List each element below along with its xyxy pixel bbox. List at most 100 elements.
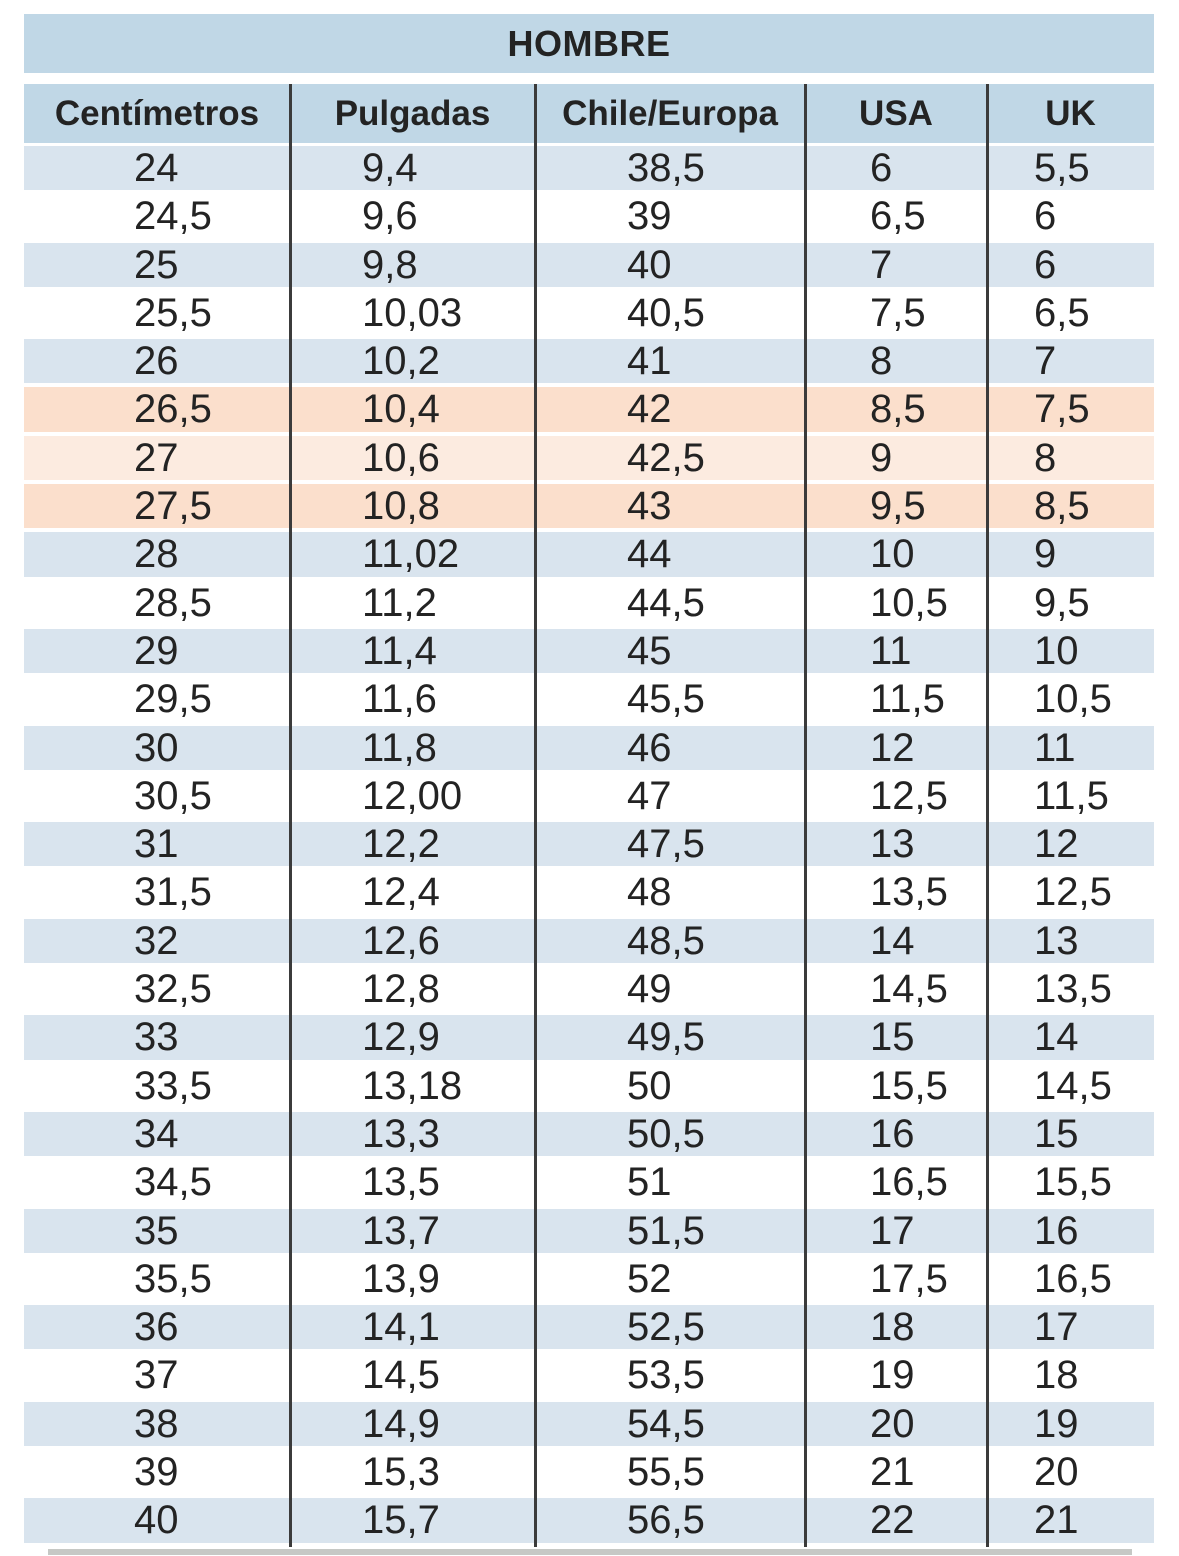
column-header-centimetros: Centímetros <box>24 84 290 146</box>
cell: 10,8 <box>290 484 535 533</box>
table-row: 40 15,7 56,5 22 21 <box>24 1498 1154 1547</box>
cell: 15,3 <box>290 1450 535 1499</box>
cell: 38 <box>24 1401 290 1451</box>
cell: 20 <box>805 1401 987 1451</box>
cell: 14,5 <box>987 1063 1154 1112</box>
table-row: 29 11,4 45 11 10 <box>24 628 1154 678</box>
cell: 13 <box>987 918 1154 968</box>
table-row: 30 11,8 46 12 11 <box>24 725 1154 774</box>
cell: 10,2 <box>290 339 535 388</box>
table-row: 39 15,3 55,5 21 20 <box>24 1450 1154 1499</box>
table-row: 24 9,4 38,5 6 5,5 <box>24 146 1154 195</box>
cell: 25,5 <box>24 290 290 340</box>
cell: 34,5 <box>24 1160 290 1209</box>
table-row: 37 14,5 53,5 19 18 <box>24 1353 1154 1402</box>
table-body: 24 9,4 38,5 6 5,5 24,5 9,6 39 6,5 6 25 9,8 40 7 6 25,5 1… <box>24 146 1154 1547</box>
cell: 11,5 <box>987 773 1154 823</box>
cell: 43 <box>535 484 805 533</box>
cell: 26,5 <box>24 387 290 436</box>
column-header-pulgadas: Pulgadas <box>290 84 535 146</box>
cell: 18 <box>987 1353 1154 1402</box>
table-row: 33 12,9 49,5 15 14 <box>24 1015 1154 1064</box>
cell: 6,5 <box>805 194 987 243</box>
cell: 9,6 <box>290 194 535 243</box>
cell: 12 <box>805 725 987 774</box>
cell: 9 <box>987 532 1154 581</box>
cell: 35,5 <box>24 1256 290 1306</box>
cell: 17 <box>805 1208 987 1257</box>
cell: 20 <box>987 1450 1154 1499</box>
cell: 47 <box>535 773 805 823</box>
cell: 24 <box>24 146 290 195</box>
cell: 30 <box>24 725 290 774</box>
table-row: 35 13,7 51,5 17 16 <box>24 1208 1154 1257</box>
cell: 15,5 <box>805 1063 987 1112</box>
cell: 37 <box>24 1353 290 1402</box>
cell: 14 <box>805 918 987 968</box>
cell: 49,5 <box>535 1015 805 1064</box>
cell: 12,5 <box>987 870 1154 919</box>
cell: 44 <box>535 532 805 581</box>
cell: 48,5 <box>535 918 805 968</box>
table-row: 26 10,2 41 8 7 <box>24 339 1154 388</box>
cell: 17 <box>987 1305 1154 1354</box>
table-row: 36 14,1 52,5 18 17 <box>24 1305 1154 1354</box>
table-row: 34 13,3 50,5 16 15 <box>24 1111 1154 1161</box>
table-row: 28,5 11,2 44,5 10,5 9,5 <box>24 580 1154 629</box>
cell: 12,4 <box>290 870 535 919</box>
cell: 7 <box>987 339 1154 388</box>
cell: 27,5 <box>24 484 290 533</box>
cell: 14,5 <box>805 967 987 1016</box>
cell: 9,5 <box>805 484 987 533</box>
table-row: 25 9,8 40 7 6 <box>24 242 1154 291</box>
cell: 10,5 <box>987 677 1154 726</box>
cell: 6 <box>987 194 1154 243</box>
cell: 12,8 <box>290 967 535 1016</box>
cell: 42,5 <box>535 435 805 485</box>
cell: 9,4 <box>290 146 535 195</box>
cell: 52 <box>535 1256 805 1306</box>
cell: 13,3 <box>290 1111 535 1161</box>
cell: 11,5 <box>805 677 987 726</box>
cell: 15 <box>987 1111 1154 1161</box>
cell: 48 <box>535 870 805 919</box>
cell: 25 <box>24 242 290 291</box>
cell: 34 <box>24 1111 290 1161</box>
cell: 40 <box>535 242 805 291</box>
cell: 18 <box>805 1305 987 1354</box>
cropped-next-section-edge <box>48 1549 1132 1555</box>
cell: 38,5 <box>535 146 805 195</box>
cell: 14 <box>987 1015 1154 1064</box>
table-row: 25,5 10,03 40,5 7,5 6,5 <box>24 290 1154 340</box>
cell: 6 <box>805 146 987 195</box>
cell: 32 <box>24 918 290 968</box>
cell: 39 <box>24 1450 290 1499</box>
cell: 16 <box>987 1208 1154 1257</box>
cell: 56,5 <box>535 1498 805 1547</box>
table-row: 34,5 13,5 51 16,5 15,5 <box>24 1160 1154 1209</box>
cell: 16 <box>805 1111 987 1161</box>
cell: 52,5 <box>535 1305 805 1354</box>
cell: 13 <box>805 822 987 871</box>
column-divider <box>289 84 292 1547</box>
cell: 11,6 <box>290 677 535 726</box>
cell: 10,6 <box>290 435 535 485</box>
cell: 9,8 <box>290 242 535 291</box>
column-divider <box>986 84 989 1547</box>
cell: 13,5 <box>805 870 987 919</box>
cell: 30,5 <box>24 773 290 823</box>
cell: 33 <box>24 1015 290 1064</box>
cell: 7 <box>805 242 987 291</box>
cell: 10,5 <box>805 580 987 629</box>
table-row: 26,5 10,4 42 8,5 7,5 <box>24 387 1154 436</box>
cell: 6,5 <box>987 290 1154 340</box>
cell: 11,8 <box>290 725 535 774</box>
cell: 39 <box>535 194 805 243</box>
column-header-uk: UK <box>987 84 1154 146</box>
cell: 35 <box>24 1208 290 1257</box>
cell: 22 <box>805 1498 987 1547</box>
cell: 17,5 <box>805 1256 987 1306</box>
cell: 51 <box>535 1160 805 1209</box>
cell: 10,03 <box>290 290 535 340</box>
table-row: 38 14,9 54,5 20 19 <box>24 1401 1154 1451</box>
